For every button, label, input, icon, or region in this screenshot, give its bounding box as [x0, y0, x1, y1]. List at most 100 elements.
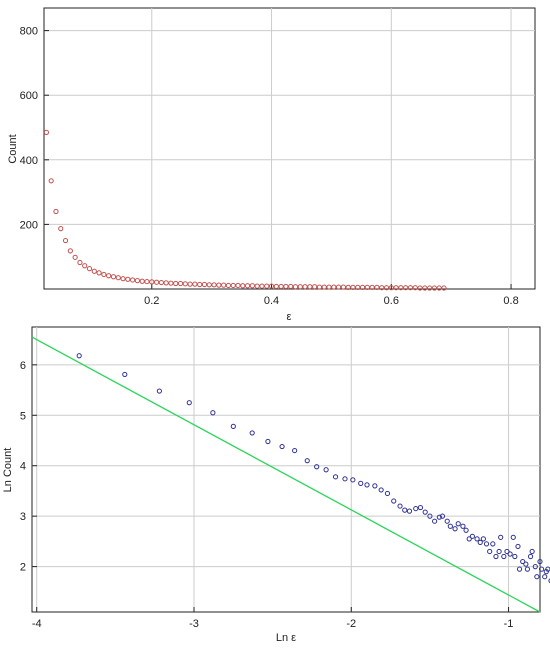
x-tick-label: 0.4: [264, 295, 279, 307]
data-point: [407, 285, 414, 291]
data-point: [122, 371, 128, 378]
y-tick-label: 400: [20, 155, 38, 167]
bottom-chart-grid: [32, 327, 540, 612]
data-point: [210, 410, 216, 416]
data-point: [477, 539, 483, 545]
data-point: [515, 543, 521, 550]
data-point: [292, 447, 298, 454]
data-point: [265, 438, 271, 445]
top-chart-y-ticks: 200 400 600 800: [20, 26, 38, 232]
bottom-chart-y-ticks: 2 3 4 5 6: [20, 360, 26, 574]
data-point: [369, 284, 375, 290]
y-tick-label: 2: [20, 562, 26, 574]
top-chart: 0.2 0.4 0.6 0.8 200 400 600 800 ε Count: [7, 7, 536, 323]
x-tick-label: -1: [504, 618, 514, 630]
data-point: [342, 476, 348, 482]
data-point: [463, 527, 469, 533]
data-point: [304, 458, 310, 464]
top-chart-x-ticks: 0.2 0.4 0.6 0.8: [144, 295, 519, 307]
data-point: [197, 281, 203, 288]
data-point: [86, 266, 93, 272]
data-point: [96, 270, 102, 276]
data-point: [436, 285, 442, 291]
data-point: [490, 541, 496, 547]
bottom-chart-fit-line: [31, 336, 541, 613]
data-point: [469, 533, 475, 539]
top-chart-plot-frame: [43, 7, 536, 290]
data-point: [483, 541, 490, 547]
data-point: [254, 283, 260, 289]
data-point: [402, 507, 408, 513]
data-point: [493, 553, 499, 560]
data-point: [76, 353, 82, 359]
data-point: [158, 279, 164, 286]
data-point: [507, 551, 513, 557]
data-point: [326, 284, 332, 290]
x-tick-label: 0.8: [503, 295, 518, 307]
data-point: [364, 284, 370, 290]
data-point: [77, 259, 83, 266]
data-point: [125, 276, 131, 282]
data-point: [156, 388, 162, 394]
data-point: [273, 283, 279, 290]
data-point: [439, 513, 446, 519]
data-point: [101, 271, 107, 278]
data-point: [53, 208, 59, 215]
data-point: [230, 423, 236, 429]
data-point: [153, 279, 160, 285]
data-point: [359, 284, 366, 290]
data-point: [288, 283, 294, 290]
data-point: [186, 400, 192, 406]
x-tick-label: -4: [32, 618, 42, 630]
x-tick-label: 0.6: [384, 295, 399, 307]
data-point: [372, 483, 378, 489]
data-point: [417, 285, 423, 291]
data-point: [292, 284, 299, 290]
data-point: [413, 505, 419, 512]
data-point: [67, 248, 73, 254]
data-point: [388, 285, 394, 291]
data-point: [283, 283, 289, 290]
data-point: [314, 464, 320, 470]
data-point: [120, 276, 126, 282]
data-point: [72, 254, 78, 260]
data-point: [427, 285, 433, 291]
data-point: [516, 566, 523, 572]
data-point: [91, 268, 97, 274]
data-point: [182, 281, 188, 287]
data-point: [355, 284, 361, 290]
data-point: [259, 283, 265, 289]
data-point: [455, 521, 461, 527]
data-point: [548, 578, 550, 584]
data-point: [431, 285, 438, 291]
data-point: [504, 548, 510, 555]
data-point: [498, 534, 504, 540]
data-point: [144, 278, 150, 285]
data-point: [496, 548, 502, 555]
data-point: [206, 282, 212, 288]
top-chart-y-axis-label: Count: [7, 134, 19, 163]
top-chart-points: [43, 129, 447, 291]
data-point: [316, 284, 323, 290]
data-point: [62, 237, 69, 244]
data-point: [340, 284, 346, 290]
data-point: [358, 480, 364, 486]
data-point: [466, 536, 472, 542]
data-point: [432, 518, 438, 524]
data-point: [163, 280, 169, 286]
data-point: [417, 504, 424, 511]
top-chart-x-axis-label: ε: [287, 311, 292, 323]
data-point: [350, 477, 356, 483]
data-point: [323, 467, 329, 473]
data-point: [307, 284, 313, 290]
data-point: [393, 285, 399, 291]
bottom-chart-points: [76, 353, 550, 584]
y-tick-label: 5: [20, 410, 26, 422]
y-tick-label: 6: [20, 360, 26, 372]
data-point: [460, 523, 466, 529]
y-tick-label: 4: [20, 461, 26, 473]
data-point: [427, 513, 433, 519]
data-point: [474, 536, 480, 542]
data-point: [487, 548, 493, 555]
data-point: [510, 534, 516, 540]
